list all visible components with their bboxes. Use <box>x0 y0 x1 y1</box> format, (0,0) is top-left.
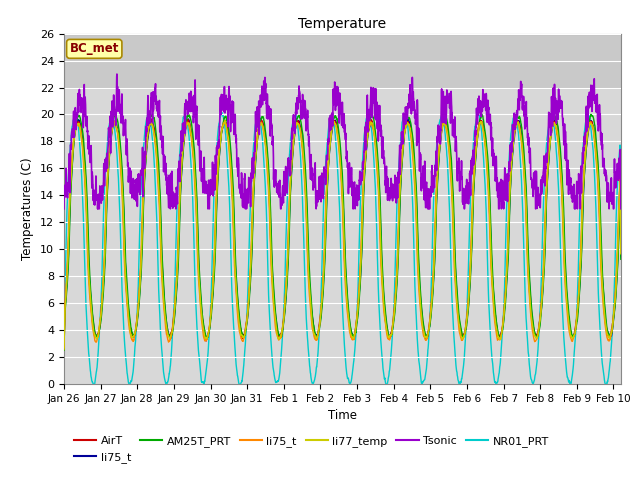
X-axis label: Time: Time <box>328 409 357 422</box>
Text: BC_met: BC_met <box>70 42 119 55</box>
Title: Temperature: Temperature <box>298 17 387 31</box>
Y-axis label: Temperatures (C): Temperatures (C) <box>22 157 35 260</box>
Bar <box>64 34 621 87</box>
Legend: AirT, li75_t, AM25T_PRT, li75_t, li77_temp, Tsonic, NR01_PRT: AirT, li75_t, AM25T_PRT, li75_t, li77_te… <box>70 432 553 467</box>
